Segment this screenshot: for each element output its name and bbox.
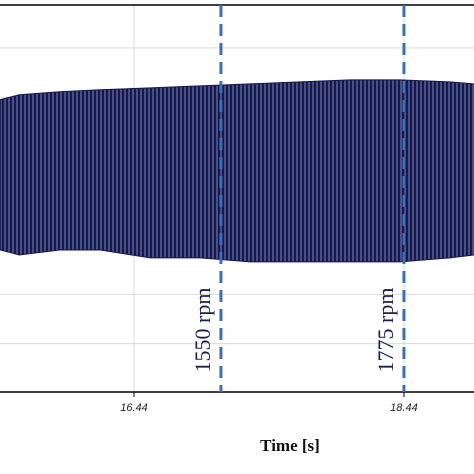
x-tick-label: 16.44: [120, 402, 148, 414]
x-tick-label: 18.44: [390, 402, 418, 414]
signal-envelope: [0, 79, 474, 263]
rpm-label: 1550 rpm: [190, 288, 215, 373]
rpm-label: 1775 rpm: [373, 288, 398, 373]
x-axis-label: Time [s]: [260, 436, 320, 455]
